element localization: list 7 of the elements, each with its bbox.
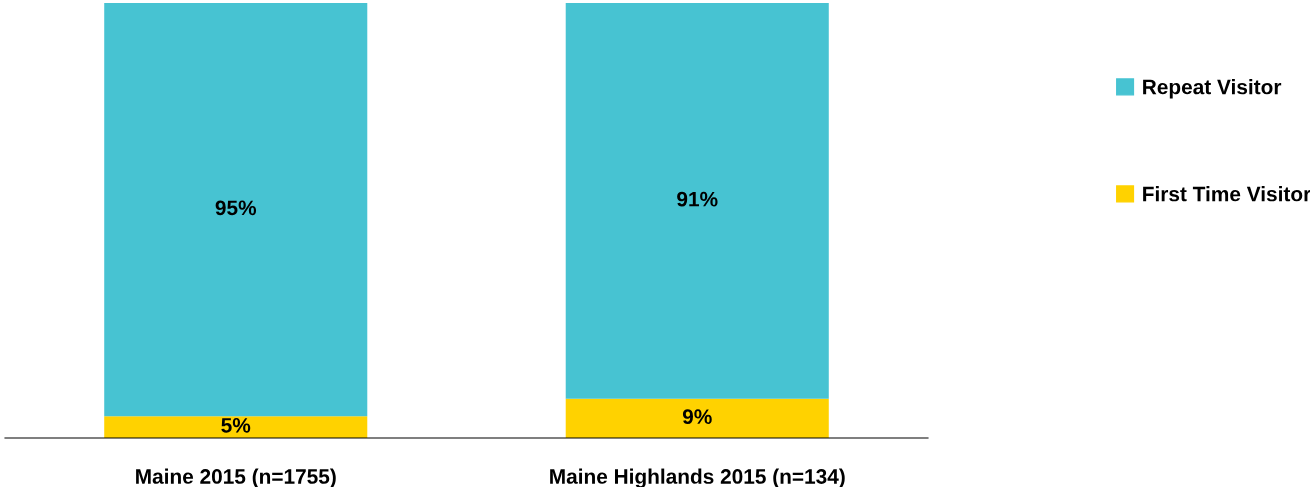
data-label: 95% — [215, 200, 257, 216]
data-label: 9% — [682, 409, 712, 425]
legend-label: Repeat Visitor — [1143, 79, 1282, 99]
legend-label: First Time Visitor — [1143, 186, 1310, 202]
x-tick-label: Maine 2015 (n=1755) — [136, 468, 336, 487]
data-label: 5% — [221, 418, 251, 433]
data-label: 91% — [677, 191, 718, 207]
